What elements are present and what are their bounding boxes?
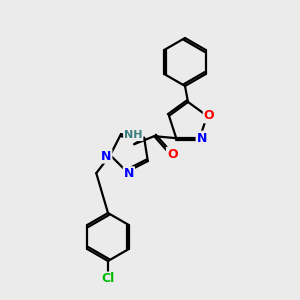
Text: NH: NH: [124, 130, 142, 140]
Text: N: N: [101, 150, 111, 163]
Text: N: N: [196, 132, 207, 145]
Text: O: O: [167, 148, 178, 161]
Text: N: N: [124, 167, 134, 180]
Text: Cl: Cl: [101, 272, 115, 286]
Text: O: O: [204, 109, 214, 122]
